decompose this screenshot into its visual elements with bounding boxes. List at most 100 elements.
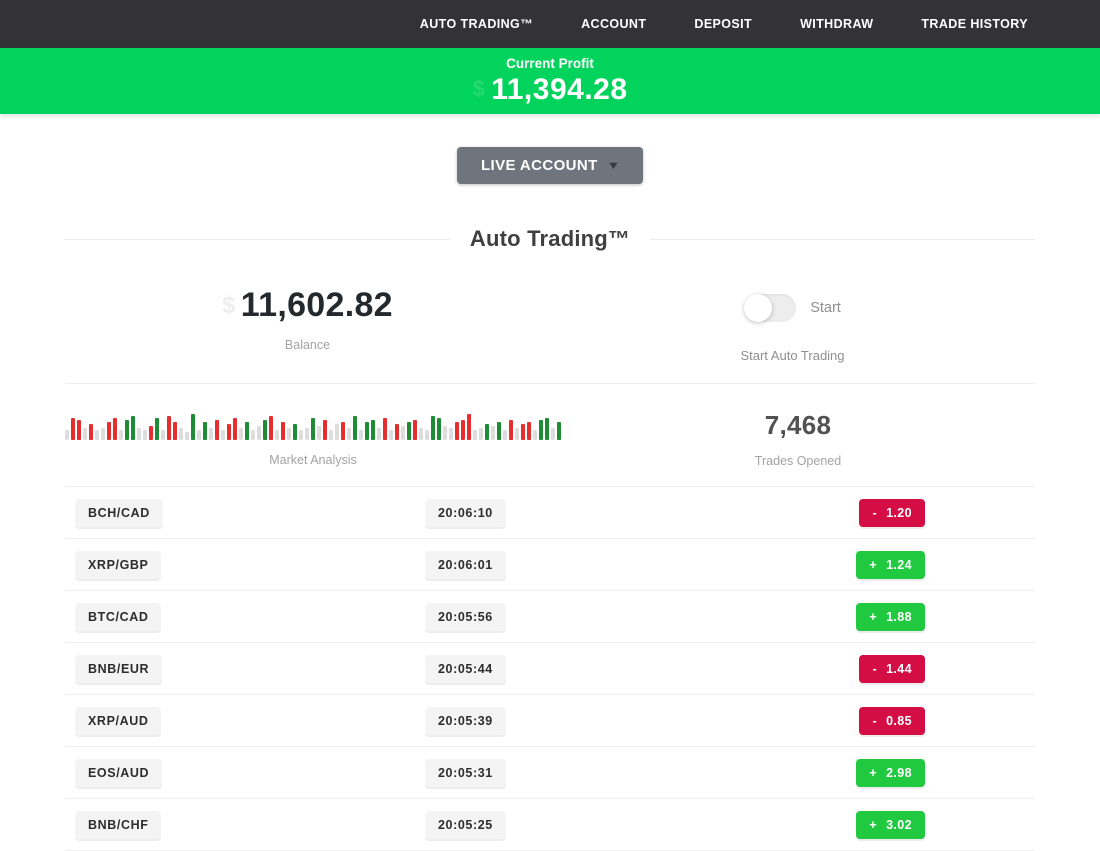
market-bar <box>293 424 297 440</box>
market-bar <box>539 420 543 440</box>
market-bar <box>377 428 381 440</box>
market-bar <box>473 430 477 440</box>
balance-label: Balance <box>284 338 331 352</box>
market-analysis-chart <box>65 410 561 440</box>
page-title: Auto Trading™ <box>469 226 631 251</box>
market-bar <box>125 420 129 440</box>
current-profit-label: Current Profit <box>506 56 594 72</box>
balance-amount: 11,602.82 <box>240 286 393 324</box>
market-bar <box>557 422 561 440</box>
market-bar <box>197 430 201 440</box>
toggle-start-label: Start <box>810 300 841 316</box>
balance-block: $ 11,602.82 Balance <box>65 286 550 363</box>
nav-item-deposit[interactable]: DEPOSIT <box>694 17 753 31</box>
market-bar <box>257 426 261 440</box>
market-bar <box>503 430 507 440</box>
trade-time-badge: 20:05:56 <box>425 602 506 631</box>
market-bar <box>461 420 465 440</box>
trade-result-value: 2.98 <box>886 765 912 780</box>
market-bar <box>95 430 99 440</box>
market-bar <box>407 422 411 440</box>
market-analysis-block: Market Analysis <box>65 406 561 468</box>
market-bar <box>521 424 525 440</box>
market-bar <box>167 416 171 440</box>
market-bar <box>287 428 291 440</box>
current-profit-value: $ 11,394.28 <box>472 73 627 106</box>
trade-result-sign: + <box>869 557 878 572</box>
trade-time-badge: 20:05:44 <box>425 654 506 683</box>
trade-result-badge: + 3.02 <box>856 810 925 839</box>
market-bar <box>383 418 387 440</box>
trade-pair-badge: BNB/EUR <box>75 654 163 683</box>
live-account-label: LIVE ACCOUNT <box>480 157 598 174</box>
auto-trading-toggle-block: Start Start Auto Trading <box>550 286 1035 363</box>
market-bar <box>389 430 393 440</box>
market-bar <box>173 422 177 440</box>
market-bar <box>353 416 357 440</box>
trade-time-badge: 20:05:25 <box>425 810 506 839</box>
market-bar <box>419 428 423 440</box>
market-bar <box>551 428 555 440</box>
faint-currency-glyph: $ <box>222 291 236 319</box>
trade-result-value: 0.85 <box>886 713 912 728</box>
market-bar <box>317 426 321 440</box>
market-bar <box>497 422 501 440</box>
trade-result-sign: - <box>872 661 878 676</box>
market-bar <box>179 428 183 440</box>
trades-opened-block: 7,468 Trades Opened <box>561 406 1035 468</box>
stats-row-market: Market Analysis 7,468 Trades Opened <box>65 384 1035 487</box>
market-bar <box>137 428 141 440</box>
market-bar <box>239 428 243 440</box>
trade-time-badge: 20:06:10 <box>425 498 506 527</box>
nav-item-auto-trading[interactable]: AUTO TRADING™ <box>419 17 534 31</box>
market-bar <box>209 428 213 440</box>
market-bar <box>107 422 111 440</box>
nav-item-trade-history[interactable]: TRADE HISTORY <box>921 17 1028 31</box>
live-account-dropdown-button[interactable]: LIVE ACCOUNT ▼ <box>456 147 644 184</box>
faint-currency-glyph: $ <box>472 76 486 101</box>
trade-result-sign: + <box>869 609 878 624</box>
trade-row: XRP/GBP 20:06:01 + 1.24 <box>65 539 1035 591</box>
market-bar <box>491 426 495 440</box>
trade-result-badge: - 1.20 <box>859 498 925 527</box>
trades-list: BCH/CAD 20:06:10 - 1.20 XRP/GBP 20:06:01… <box>65 487 1035 851</box>
market-bar <box>443 426 447 440</box>
trade-row: BNB/CHF 20:05:25 + 3.02 <box>65 799 1035 851</box>
trade-pair-badge: BTC/CAD <box>75 602 162 631</box>
market-bar <box>515 428 519 440</box>
market-bar <box>347 428 351 440</box>
market-bar <box>149 426 153 440</box>
trade-result-value: 1.88 <box>886 609 912 624</box>
section-title-row: Auto Trading™ <box>65 226 1036 252</box>
trade-row: XRP/AUD 20:05:39 - 0.85 <box>65 695 1035 747</box>
trades-opened-value: 7,468 <box>764 410 832 440</box>
trades-opened-label: Trades Opened <box>754 454 842 468</box>
start-auto-trading-caption: Start Auto Trading <box>740 348 845 363</box>
trade-time-badge: 20:06:01 <box>425 550 506 579</box>
start-auto-trading-toggle[interactable] <box>744 294 797 322</box>
trade-result-badge: - 0.85 <box>859 706 925 735</box>
market-bar <box>185 432 189 440</box>
trade-result-sign: - <box>872 713 878 728</box>
divider-right <box>650 238 1036 240</box>
nav-item-withdraw[interactable]: WITHDRAW <box>800 17 874 31</box>
trade-row: BCH/CAD 20:06:10 - 1.20 <box>65 487 1035 539</box>
market-bar <box>449 428 453 440</box>
market-bar <box>233 418 237 440</box>
market-bar <box>467 414 471 440</box>
market-bar <box>155 418 159 440</box>
market-bar <box>281 422 285 440</box>
trade-result-badge: + 1.24 <box>856 550 925 579</box>
nav-item-account[interactable]: ACCOUNT <box>581 17 647 31</box>
market-bar <box>251 430 255 440</box>
trade-time-badge: 20:05:31 <box>425 758 506 787</box>
trade-pair-badge: XRP/AUD <box>75 706 162 735</box>
market-bar <box>323 420 327 440</box>
account-selector-row: LIVE ACCOUNT ▼ <box>0 147 1100 184</box>
market-bar <box>305 428 309 440</box>
market-bar <box>263 420 267 440</box>
trade-row: BNB/EUR 20:05:44 - 1.44 <box>65 643 1035 695</box>
market-bar <box>437 418 441 440</box>
trade-row: BTC/CAD 20:05:56 + 1.88 <box>65 591 1035 643</box>
market-analysis-label: Market Analysis <box>269 453 357 467</box>
